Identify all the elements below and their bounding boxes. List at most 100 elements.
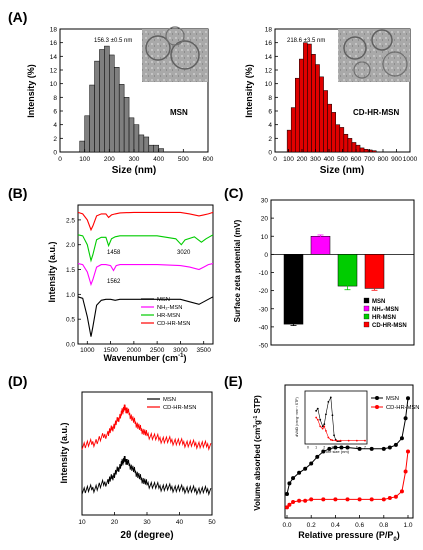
histogram-bar [79, 140, 85, 153]
legend: MSN NH₂-MSN HR-MSN CD-HR-MSN [363, 297, 407, 329]
series-line [77, 263, 214, 287]
inset-data-point [315, 409, 318, 412]
y-tick-label: 0.0 [66, 342, 75, 349]
x-tick-label: 500 [337, 156, 348, 163]
y-axis-label: Intensity (%) [244, 64, 254, 118]
y-tick-label: 30 [261, 198, 269, 205]
y-tick-label: 16 [50, 40, 58, 47]
y-tick-label: 4 [268, 122, 272, 129]
inset-data-point [331, 439, 334, 442]
xrd-patterns: 10 20 30 40 50 MSN CD-HR-MSN 2θ (degree) Inte… [59, 391, 216, 541]
y-axis-label: Surface zeta potential (mV) [233, 219, 242, 322]
y-tick-label: 8 [268, 95, 272, 102]
x-tick-label: 700 [364, 156, 375, 163]
x-tick-label: 1500 [103, 347, 118, 354]
inset-data-point [319, 418, 322, 421]
x-tick-label: 0.6 [355, 522, 364, 529]
data-point [309, 497, 314, 502]
y-tick-label: 1.0 [66, 292, 75, 299]
inset-x-tick-label: 3 [331, 446, 333, 450]
y-tick-label: 6 [53, 109, 57, 116]
inset-frame [304, 390, 368, 445]
data-point [393, 494, 398, 499]
data-point [287, 502, 292, 507]
data-point [321, 497, 326, 502]
data-point [327, 446, 332, 451]
inset-data-point [321, 427, 324, 430]
x-axis-label: Size (nm) [112, 165, 156, 176]
y-tick-label: 10 [261, 234, 269, 241]
y-tick-label: -50 [259, 343, 269, 350]
x-tick-label: 200 [104, 156, 115, 163]
tem-particle [170, 40, 200, 70]
zeta-bar [337, 254, 358, 287]
y-tick-label: 2 [268, 136, 272, 143]
sample-label: CD-HR-MSN [353, 108, 399, 117]
y-tick-label: 0.5 [66, 317, 75, 324]
inset-y-axis-label: dV/dD (cm³g⁻¹nm⁻¹ STP) [295, 397, 299, 436]
size-annotation: 218.6 ±3.5 nm [287, 38, 325, 44]
data-point [387, 496, 392, 501]
inset-x-tick-label: 1 [315, 446, 317, 450]
data-point [339, 445, 344, 450]
tem-particle [353, 61, 371, 79]
histogram-bar [359, 147, 365, 153]
legend-label: CD-HR-MSN [386, 405, 420, 411]
x-tick-label: 50 [208, 519, 216, 526]
x-tick-label: 20 [111, 519, 119, 526]
zeta-bar [283, 254, 304, 325]
histogram-bar [351, 142, 357, 153]
y-tick-label: 1.5 [66, 267, 75, 274]
panel-letter-d: (D) [8, 373, 27, 389]
y-tick-label: 12 [50, 68, 58, 75]
inset-data-point [364, 439, 366, 442]
x-tick-label: 1000 [403, 156, 418, 163]
histogram-bar [355, 144, 361, 153]
inset-data-point [316, 418, 319, 421]
series-line [77, 296, 214, 337]
x-tick-label: 0.4 [331, 522, 340, 529]
histogram-bar [295, 77, 300, 153]
histogram-bar [114, 67, 120, 153]
histogram-bar [133, 124, 140, 153]
histogram-bar [99, 49, 105, 153]
y-axis-label: Volume absorbed (cm3g-1 STP) [253, 395, 262, 511]
peak-annotation: 1562 [107, 279, 121, 285]
data-point [333, 445, 338, 450]
inset-data-point [333, 434, 335, 437]
x-tick-label: 200 [297, 156, 308, 163]
data-point [285, 505, 289, 510]
inset-x-axis-label: Pore size (nm) [323, 449, 350, 454]
panel-letter-e: (E) [224, 373, 243, 389]
histogram-msn: 0 100 200 300 400 500 600 0 2 4 6 8 10 12 14 16 18 156.3… [26, 26, 214, 176]
y-tick-label: 18 [50, 27, 58, 34]
histogram-bar [315, 64, 320, 153]
x-tick-label: 0.2 [307, 522, 316, 529]
legend-label: HR-MSN [372, 315, 396, 321]
inset-data-point [321, 425, 324, 428]
tem-particle [343, 36, 367, 60]
inset-data-point [347, 439, 350, 442]
inset-data-point [339, 439, 342, 442]
histogram-bar [118, 84, 125, 153]
y-tick-label: 12 [265, 68, 273, 75]
x-tick-label: 3500 [196, 347, 211, 354]
histogram-bar [363, 149, 369, 153]
zeta-potential-chart: -50 -40 -30 -20 -10 0 10 20 30 MSN NH₂-MSN HR-MSN C… [233, 198, 415, 350]
histogram-bar [343, 133, 349, 153]
legend-label: MSN [386, 396, 399, 402]
x-tick-label: 300 [129, 156, 140, 163]
inset-data-point [325, 413, 327, 416]
data-point [369, 446, 374, 451]
sample-label: MSN [170, 108, 188, 117]
inset-data-point [327, 401, 330, 403]
histogram-bar [347, 138, 353, 153]
series-line [77, 211, 214, 232]
y-tick-label: 20 [261, 216, 269, 223]
peak-annotation: 1458 [107, 250, 121, 256]
panel-letter-c: (C) [224, 185, 243, 201]
size-annotation: 156.3 ±0.5 nm [94, 38, 132, 44]
legend: MSN NH₂-MSN HR-MSN CD-HR-MSN [141, 297, 191, 327]
inset-x-tick-label: 7 [364, 446, 366, 450]
inset-x-tick-label: 2 [323, 446, 325, 450]
